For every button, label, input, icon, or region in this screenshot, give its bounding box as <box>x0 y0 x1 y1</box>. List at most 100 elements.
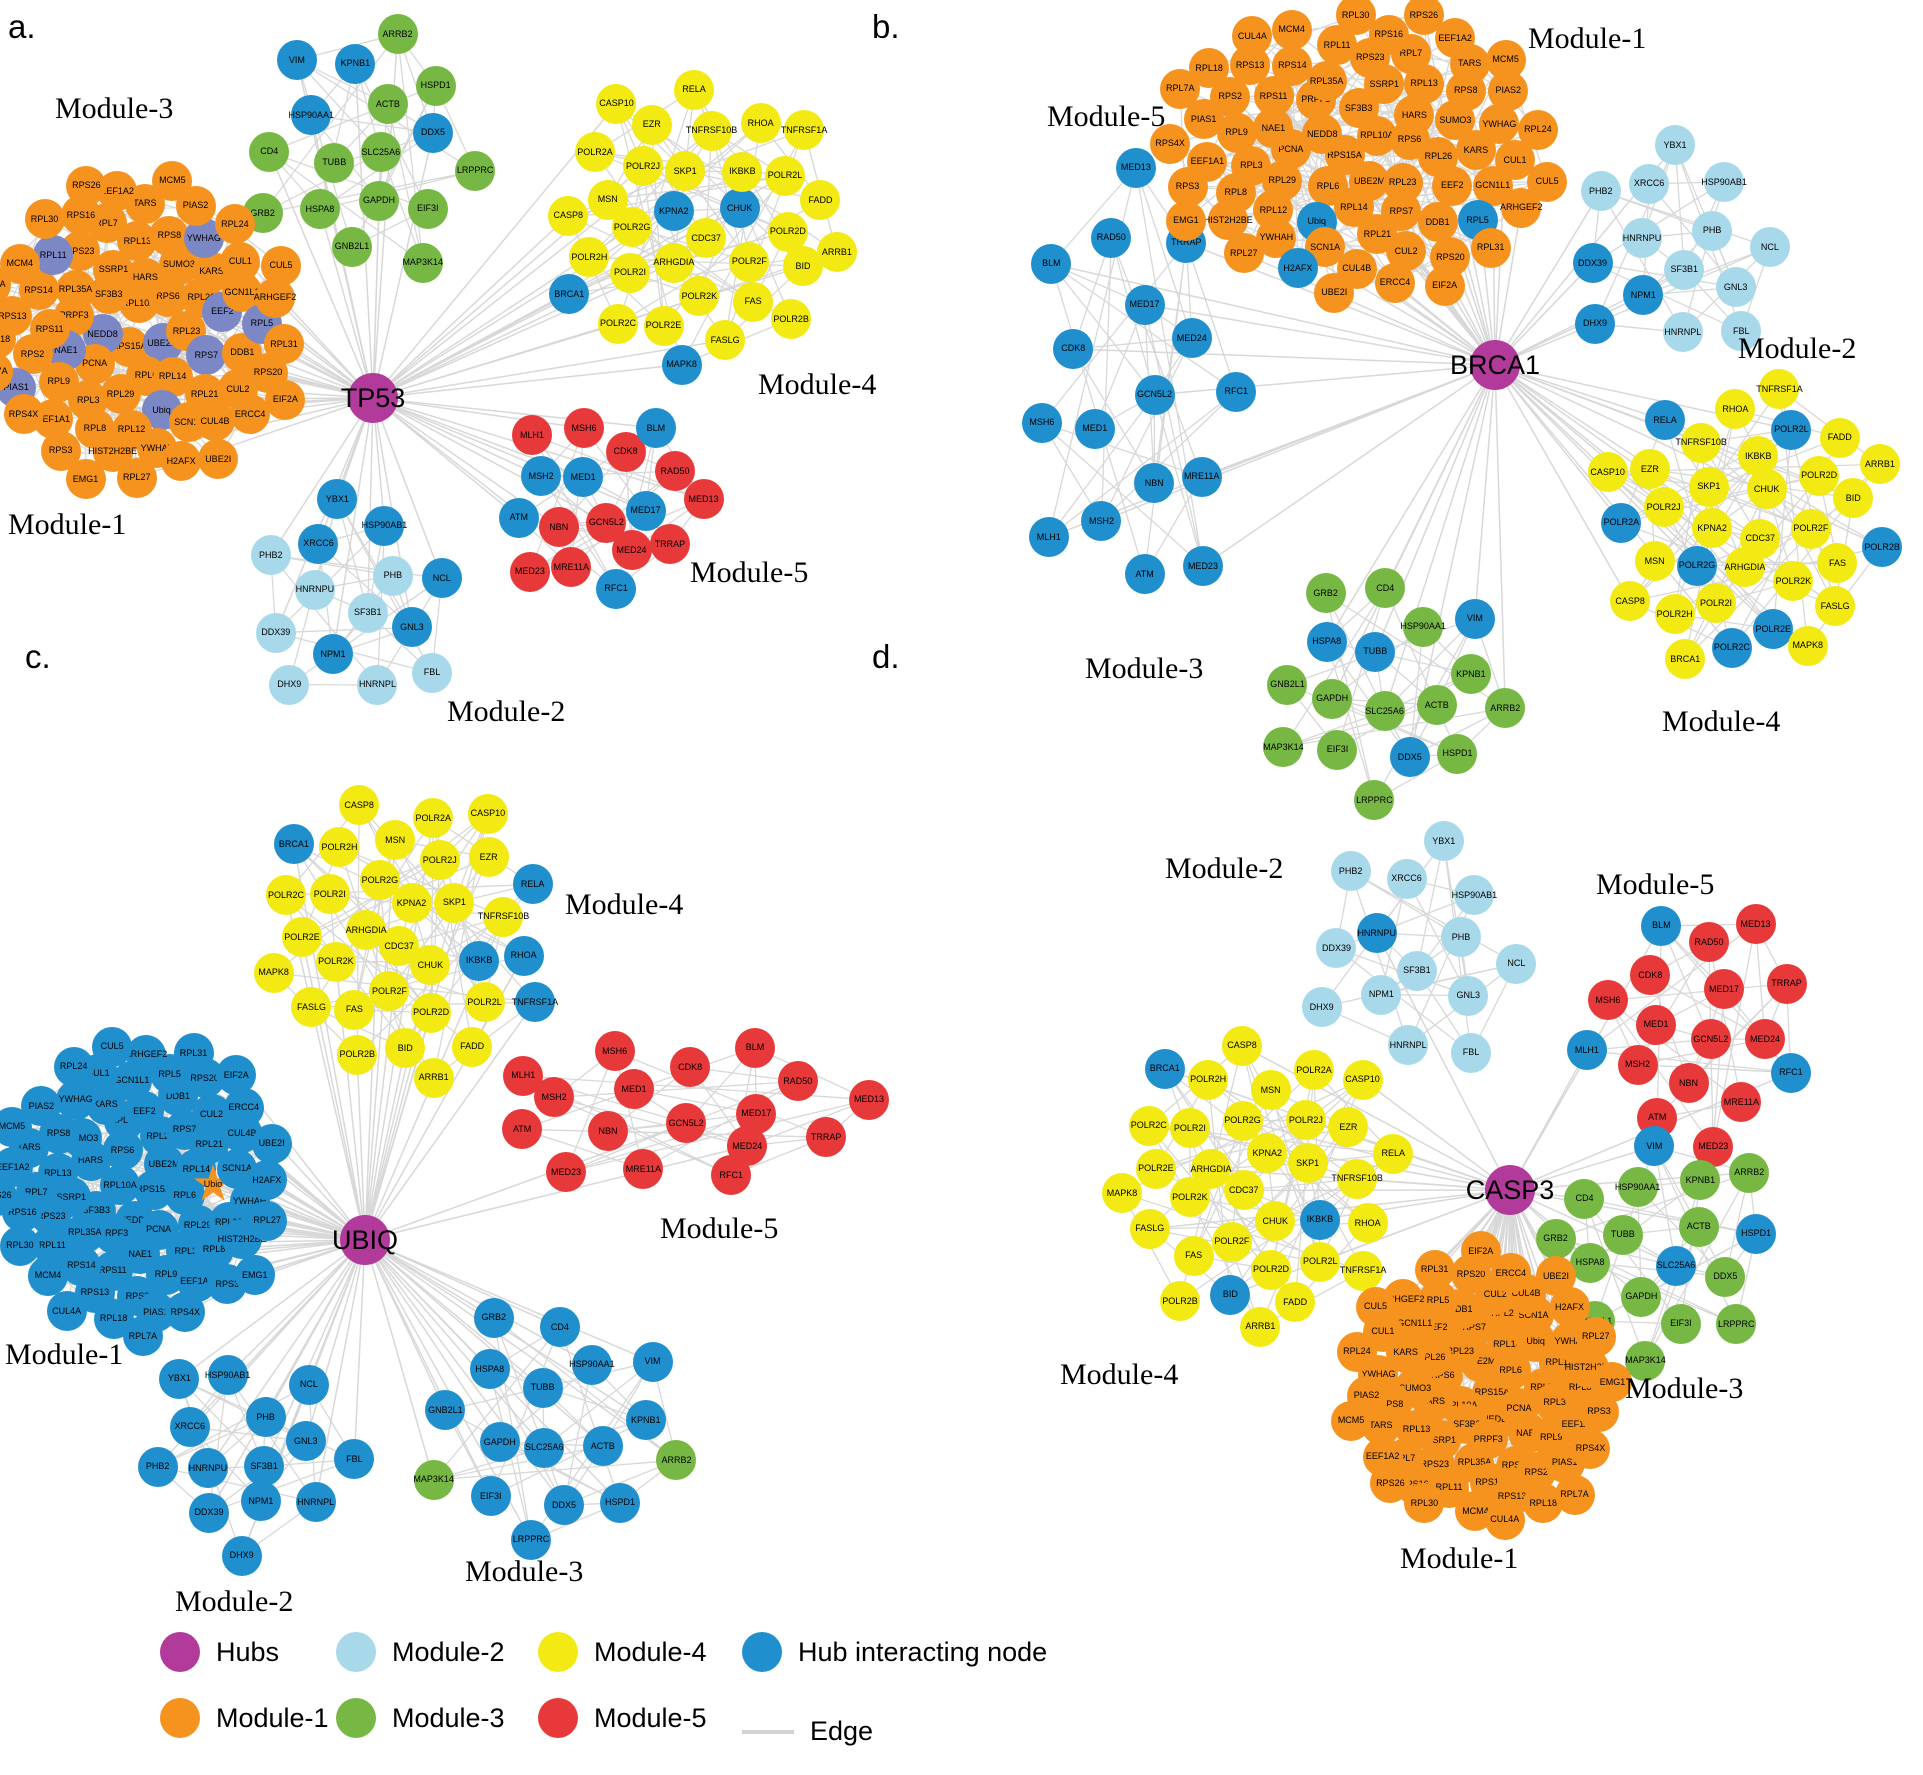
gene-node-SKP1[interactable]: SKP1 <box>1287 1143 1328 1184</box>
gene-node-DDX39[interactable]: DDX39 <box>255 612 296 653</box>
gene-node-TNFRSF10B[interactable]: TNFRSF10B <box>686 110 737 151</box>
gene-node-FBL[interactable]: FBL <box>1451 1032 1492 1073</box>
gene-node-RHOA[interactable]: RHOA <box>740 103 781 144</box>
gene-node-POLR2F[interactable]: POLR2F <box>1211 1221 1252 1262</box>
gene-node-NBN[interactable]: NBN <box>1134 463 1175 504</box>
gene-node-GAPDH[interactable]: GAPDH <box>479 1422 520 1463</box>
gene-node-MED1[interactable]: MED1 <box>563 457 604 498</box>
gene-node-MED23[interactable]: MED23 <box>1182 546 1223 587</box>
gene-node-H2AFX[interactable]: H2AFX <box>1277 248 1318 289</box>
gene-node-RHOA[interactable]: RHOA <box>503 935 544 976</box>
gene-node-NCL[interactable]: NCL <box>1496 943 1537 984</box>
gene-node-MSH2[interactable]: MSH2 <box>1617 1044 1658 1085</box>
gene-node-POLR2C[interactable]: POLR2C <box>266 875 307 916</box>
gene-node-MSN[interactable]: MSN <box>1250 1070 1291 1111</box>
gene-node-MAPK8[interactable]: MAPK8 <box>253 952 294 993</box>
gene-node-RPS14[interactable]: RPS14 <box>1272 45 1313 86</box>
gene-node-HSPD1[interactable]: HSPD1 <box>599 1482 640 1523</box>
gene-node-DDX39[interactable]: DDX39 <box>188 1492 229 1533</box>
gene-node-POLR2J[interactable]: POLR2J <box>419 840 460 881</box>
gene-node-GNB2L1[interactable]: GNB2L1 <box>1267 664 1308 705</box>
gene-node-EIF3I[interactable]: EIF3I <box>470 1476 511 1517</box>
gene-node-ATM[interactable]: ATM <box>498 497 539 538</box>
gene-node-RPL7A[interactable]: RPL7A <box>1554 1474 1595 1515</box>
gene-node-RHOA[interactable]: RHOA <box>1347 1203 1388 1244</box>
gene-node-KPNB1[interactable]: KPNB1 <box>335 43 376 84</box>
gene-node-MSN[interactable]: MSN <box>587 179 628 220</box>
gene-node-RPL24[interactable]: RPL24 <box>1517 109 1558 150</box>
gene-node-DDX5[interactable]: DDX5 <box>1705 1256 1746 1297</box>
gene-node-POLR2A[interactable]: POLR2A <box>575 132 616 173</box>
gene-node-POLR2J[interactable]: POLR2J <box>1643 487 1684 528</box>
gene-node-SLC25A6[interactable]: SLC25A6 <box>1364 691 1405 732</box>
gene-node-HSP90AA1[interactable]: HSP90AA1 <box>1615 1167 1660 1208</box>
gene-node-EZR[interactable]: EZR <box>1629 449 1670 490</box>
gene-node-CUL5[interactable]: CUL5 <box>1527 161 1568 202</box>
gene-node-DHX9[interactable]: DHX9 <box>1575 303 1615 344</box>
gene-node-DDX5[interactable]: DDX5 <box>544 1485 584 1526</box>
gene-node-PHB[interactable]: PHB <box>245 1397 286 1437</box>
gene-node-RELA[interactable]: RELA <box>674 69 715 110</box>
gene-node-SLC25A6[interactable]: SLC25A6 <box>360 132 401 173</box>
gene-node-RAD50[interactable]: RAD50 <box>777 1061 818 1102</box>
gene-node-KPNB1[interactable]: KPNB1 <box>625 1400 666 1441</box>
gene-node-UBE2I[interactable]: UBE2I <box>1536 1256 1577 1297</box>
gene-node-GNB2L1[interactable]: GNB2L1 <box>332 226 373 267</box>
gene-node-ATM[interactable]: ATM <box>1124 554 1165 595</box>
gene-node-DDX5[interactable]: DDX5 <box>1389 737 1430 778</box>
gene-node-HNRNPU[interactable]: HNRNPU <box>187 1448 228 1489</box>
gene-node-CD4[interactable]: CD4 <box>539 1307 580 1348</box>
gene-node-PHB2[interactable]: PHB2 <box>1330 851 1371 892</box>
gene-node-POLR2B[interactable]: POLR2B <box>1160 1281 1200 1322</box>
gene-node-RELA[interactable]: RELA <box>1373 1133 1414 1174</box>
gene-node-HNRNPU[interactable]: HNRNPU <box>294 569 335 610</box>
gene-node-RPS4X[interactable]: RPS4X <box>3 394 44 435</box>
gene-node-GNL3[interactable]: GNL3 <box>285 1421 326 1462</box>
gene-node-POLR2K[interactable]: POLR2K <box>315 941 356 982</box>
gene-node-GRB2[interactable]: GRB2 <box>1535 1218 1576 1259</box>
gene-node-HSP90AB1[interactable]: HSP90AB1 <box>362 505 407 546</box>
gene-node-MCM4[interactable]: MCM4 <box>1271 9 1312 50</box>
gene-node-POLR2C[interactable]: POLR2C <box>1128 1105 1169 1146</box>
gene-node-DDX39[interactable]: DDX39 <box>1572 243 1613 284</box>
gene-node-DDB1[interactable]: DDB1 <box>1417 202 1458 243</box>
gene-node-ARRB2[interactable]: ARRB2 <box>1485 688 1526 729</box>
gene-node-BLM[interactable]: BLM <box>1031 243 1072 284</box>
gene-node-TUBB[interactable]: TUBB <box>314 142 355 183</box>
gene-node-PHB2[interactable]: PHB2 <box>1580 171 1621 212</box>
gene-node-ARHGEF2[interactable]: ARHGEF2 <box>125 1034 167 1075</box>
gene-node-EEF2[interactable]: EEF2 <box>1432 165 1473 206</box>
gene-node-GAPDH[interactable]: GAPDH <box>359 180 400 221</box>
gene-node-IKBKB[interactable]: IKBKB <box>459 940 500 981</box>
gene-node-RPL31[interactable]: RPL31 <box>1414 1249 1455 1290</box>
gene-node-MRE11A[interactable]: MRE11A <box>1181 456 1222 497</box>
gene-node-EIF2A[interactable]: EIF2A <box>1424 265 1465 306</box>
gene-node-PHB[interactable]: PHB <box>1692 210 1733 251</box>
gene-node-CD4[interactable]: CD4 <box>1564 1178 1605 1219</box>
gene-node-MLH1[interactable]: MLH1 <box>512 415 553 455</box>
gene-node-SKP1[interactable]: SKP1 <box>1688 466 1729 507</box>
gene-node-RFC1[interactable]: RFC1 <box>596 568 637 609</box>
hub-node-ubiq[interactable]: UBIQ <box>332 1215 398 1265</box>
gene-node-GNL3[interactable]: GNL3 <box>1448 975 1489 1016</box>
gene-node-POLR2D[interactable]: POLR2D <box>411 992 452 1033</box>
gene-node-POLR2J[interactable]: POLR2J <box>1285 1100 1326 1141</box>
gene-node-FADD[interactable]: FADD <box>1275 1282 1316 1323</box>
gene-node-UBE2I[interactable]: UBE2I <box>251 1123 292 1164</box>
gene-node-FASLG[interactable]: FASLG <box>1129 1208 1170 1249</box>
gene-node-MCM5[interactable]: MCM5 <box>1331 1400 1372 1441</box>
gene-node-GNL3[interactable]: GNL3 <box>1715 267 1756 308</box>
gene-node-ARHGDIA[interactable]: ARHGDIA <box>653 242 694 283</box>
gene-node-MLH1[interactable]: MLH1 <box>503 1055 544 1096</box>
gene-node-KPNB1[interactable]: KPNB1 <box>1450 654 1491 695</box>
gene-node-BRCA1[interactable]: BRCA1 <box>1144 1048 1185 1089</box>
gene-node-BLM[interactable]: BLM <box>734 1027 775 1068</box>
gene-node-HSP90AB1[interactable]: HSP90AB1 <box>1701 162 1747 203</box>
gene-node-ARHGDIA[interactable]: ARHGDIA <box>346 910 387 951</box>
gene-node-ARRB2[interactable]: ARRB2 <box>377 14 418 55</box>
gene-node-HNRNPU[interactable]: HNRNPU <box>1622 218 1663 259</box>
gene-node-ACTB[interactable]: ACTB <box>1678 1206 1719 1247</box>
gene-node-BID[interactable]: BID <box>385 1028 426 1069</box>
gene-node-TUBB[interactable]: TUBB <box>522 1367 563 1408</box>
gene-node-POLR2G[interactable]: POLR2G <box>359 860 400 901</box>
